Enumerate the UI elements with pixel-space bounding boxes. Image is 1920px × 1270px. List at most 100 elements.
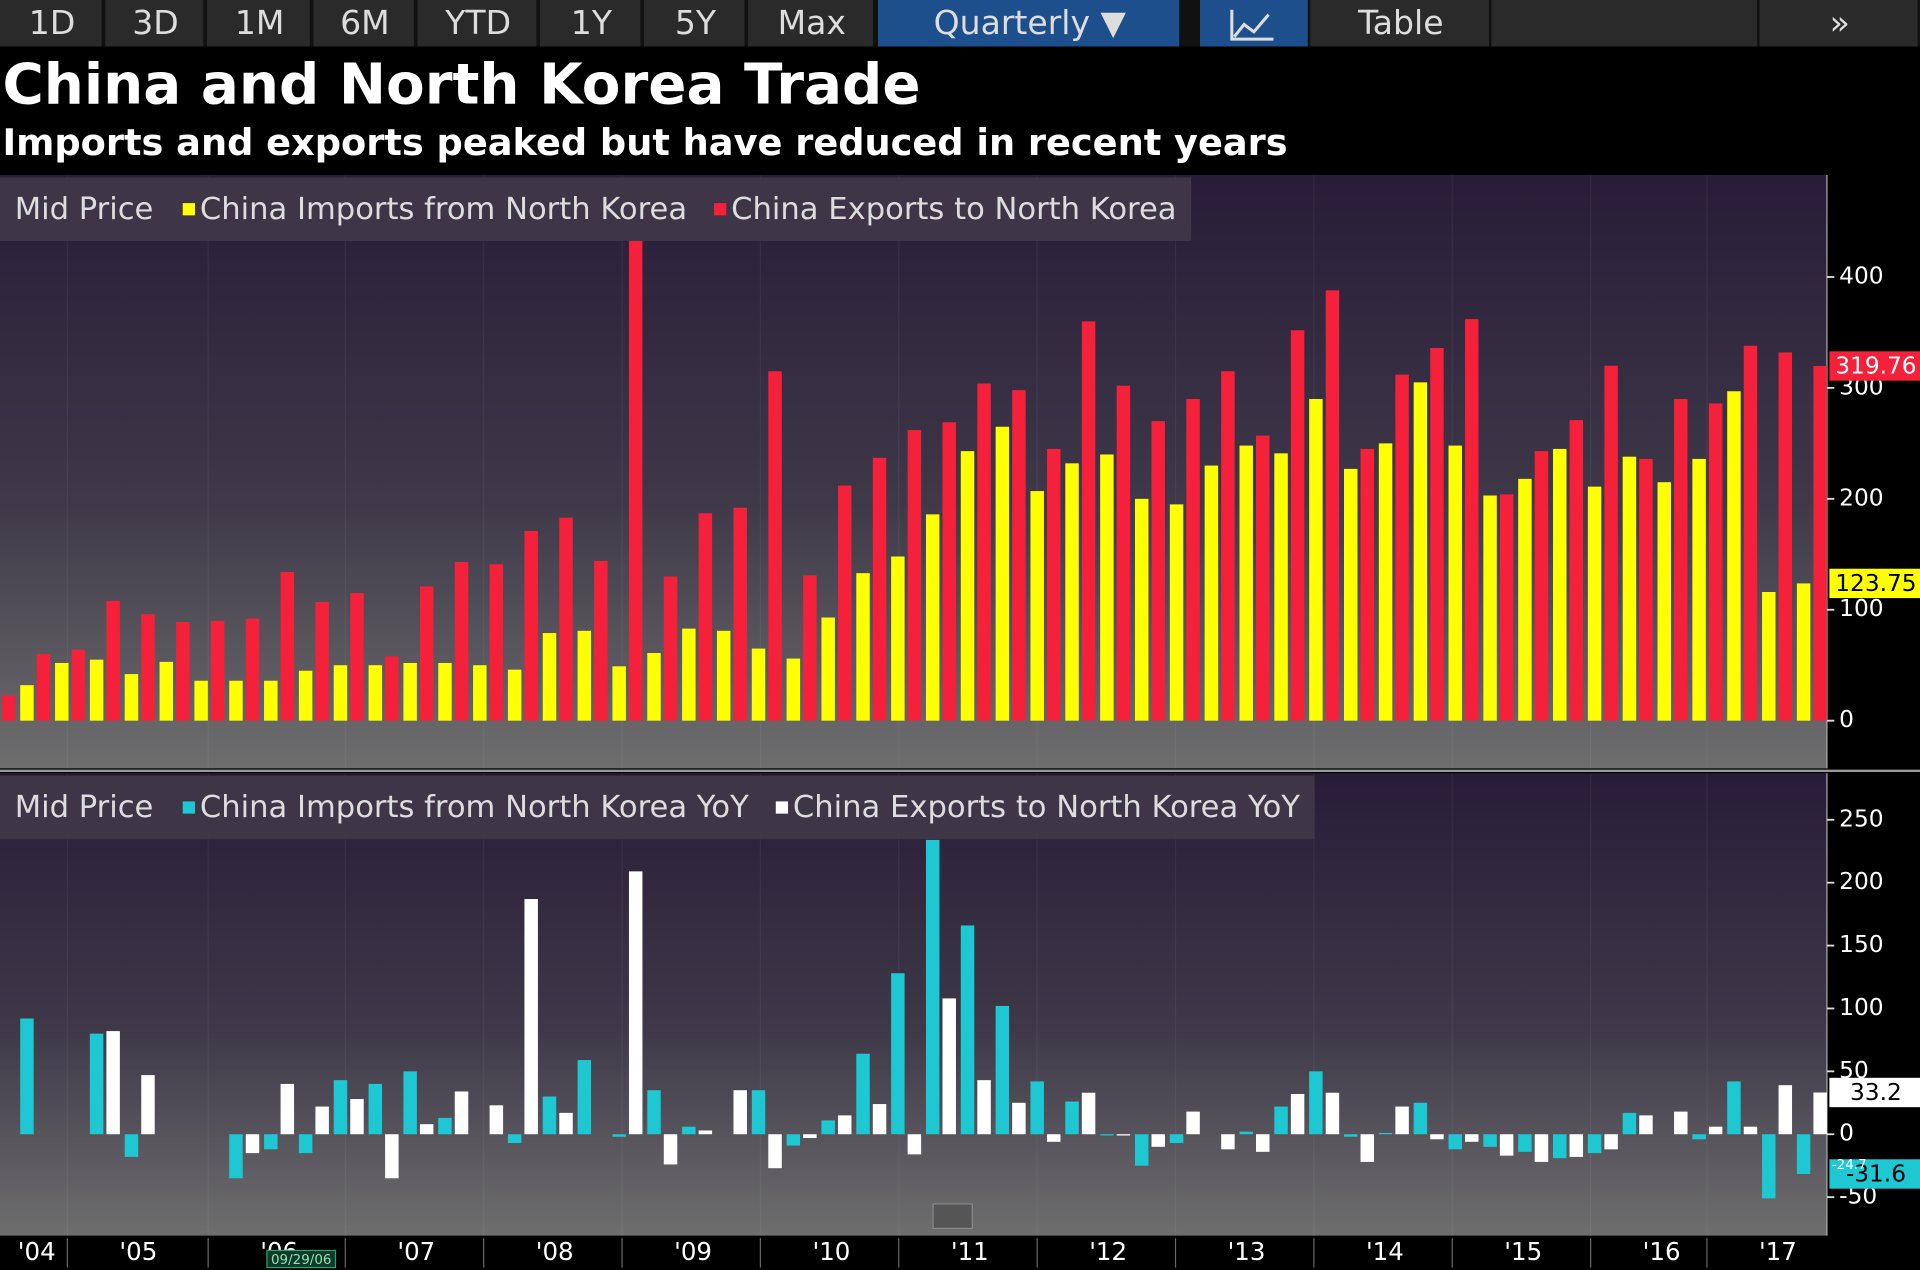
bar	[141, 614, 155, 721]
legend-label: Mid Price	[15, 192, 154, 227]
bar	[489, 564, 504, 721]
bar	[716, 630, 731, 721]
bar	[385, 656, 399, 721]
bar	[1499, 1134, 1514, 1156]
zoom-button[interactable]	[932, 1203, 973, 1230]
bar	[1169, 504, 1184, 721]
bar	[1012, 1102, 1026, 1135]
bar	[1483, 495, 1497, 721]
bar	[995, 426, 1010, 721]
toolbar-button[interactable]	[877, 0, 1180, 47]
toolbar-button[interactable]	[206, 0, 310, 47]
bar	[124, 674, 139, 721]
bar	[1587, 1134, 1602, 1154]
bar	[55, 662, 69, 721]
bar	[1743, 1126, 1758, 1135]
toolbar-button[interactable]	[0, 0, 102, 47]
bar	[124, 1134, 139, 1157]
bar	[229, 680, 243, 721]
toolbar-button[interactable]	[1759, 0, 1918, 47]
toolbar-button[interactable]	[1310, 0, 1489, 47]
bar	[403, 1071, 417, 1135]
bar	[1012, 390, 1026, 721]
bar	[1395, 374, 1409, 721]
bar	[1309, 1071, 1323, 1135]
bar	[1708, 1126, 1723, 1135]
bar	[315, 1106, 329, 1135]
bar	[821, 1120, 835, 1135]
bar	[1813, 1092, 1827, 1135]
toolbar-button-label[interactable]: YTD	[444, 3, 511, 42]
y-tick-label: 0	[1839, 706, 1854, 733]
toolbar-button[interactable]	[417, 0, 537, 47]
bar	[176, 621, 190, 721]
toolbar-button-label[interactable]: 1M	[235, 3, 285, 42]
toolbar-button-label[interactable]: Table	[1357, 3, 1443, 42]
legend-swatch	[775, 801, 789, 814]
bar	[1116, 1134, 1131, 1136]
bar	[507, 669, 522, 721]
x-tick-label: '05	[119, 1237, 157, 1266]
last-value-box	[1829, 1077, 1920, 1108]
bar	[682, 1126, 696, 1135]
toolbar-button-label[interactable]: Quarterly ▼	[934, 3, 1127, 42]
bar	[280, 572, 295, 721]
bar	[751, 648, 766, 721]
bar	[20, 685, 34, 721]
bar	[1030, 1081, 1044, 1135]
bar	[856, 573, 870, 721]
toolbar-button-label[interactable]: »	[1830, 3, 1850, 42]
bar	[1186, 399, 1200, 721]
bar	[1448, 445, 1462, 721]
bar	[1325, 290, 1340, 721]
title: China and North Korea Trade	[2, 53, 920, 118]
bar	[542, 633, 557, 721]
bar	[907, 1134, 922, 1155]
toolbar-button[interactable]	[748, 0, 874, 47]
toolbar-button-label[interactable]: 3D	[132, 3, 178, 42]
bar	[786, 1134, 801, 1146]
bar	[663, 1134, 678, 1165]
toolbar-button[interactable]	[313, 0, 414, 47]
toolbar-button-label[interactable]: 1D	[29, 3, 75, 42]
x-tick-label: '12	[1089, 1237, 1127, 1266]
bar	[106, 1031, 120, 1135]
legend-label: Mid Price	[15, 790, 154, 825]
bar	[1256, 435, 1270, 721]
bar	[1169, 1134, 1184, 1144]
bar	[1204, 465, 1219, 721]
bar	[1186, 1111, 1200, 1135]
bar	[1604, 365, 1618, 721]
bar	[977, 383, 991, 721]
toolbar-button-label[interactable]: 1Y	[571, 3, 613, 42]
bar	[872, 1104, 887, 1135]
legend-entry: China Imports from North Korea	[200, 192, 687, 227]
toolbar-button[interactable]	[1491, 0, 1758, 47]
bar	[1622, 456, 1637, 721]
bar	[1360, 448, 1374, 721]
bar	[698, 513, 713, 721]
bar	[1134, 498, 1149, 721]
bar	[1657, 482, 1671, 721]
toolbar-button[interactable]	[644, 0, 745, 47]
bar	[419, 1124, 434, 1135]
toolbar-button-label[interactable]: 6M	[340, 3, 390, 42]
toolbar-button-label[interactable]: Max	[778, 3, 846, 42]
toolbar-button[interactable]	[105, 0, 204, 47]
toolbar-button[interactable]	[540, 0, 641, 47]
bar	[647, 653, 661, 721]
bar	[733, 507, 747, 721]
x-tick-label: '08	[536, 1237, 574, 1266]
bar	[473, 665, 487, 721]
x-tick-label: '14	[1366, 1237, 1404, 1266]
bar	[1692, 458, 1706, 721]
bar	[350, 1099, 364, 1135]
bar	[698, 1130, 713, 1135]
bar	[960, 451, 975, 721]
bar	[1796, 1134, 1811, 1174]
bar	[891, 556, 905, 721]
chart-icon	[1230, 9, 1274, 41]
toolbar-button-label[interactable]: 5Y	[675, 3, 717, 42]
bar	[663, 576, 678, 721]
